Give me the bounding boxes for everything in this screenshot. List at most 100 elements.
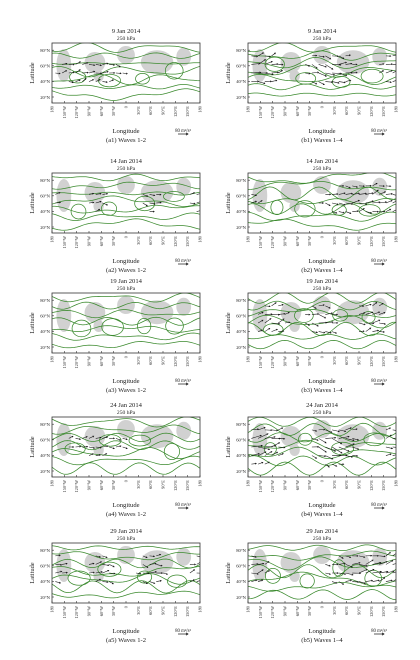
contour-line xyxy=(52,551,200,561)
flux-arrow xyxy=(271,52,276,57)
flux-arrow xyxy=(109,64,115,66)
x-tick-label: 150°E xyxy=(381,106,386,117)
x-tick-label: 120°W xyxy=(74,235,79,248)
panel-date: 9 Jan 2014 xyxy=(112,28,141,35)
flux-arrowhead xyxy=(278,322,281,325)
flux-arrowhead xyxy=(58,554,61,557)
contour-line xyxy=(248,218,396,231)
flux-arrow xyxy=(251,55,258,57)
y-tick-label: 40°N xyxy=(236,79,246,84)
x-tick-label: 30°W xyxy=(111,105,116,116)
flux-arrow xyxy=(88,446,95,449)
flux-arrow xyxy=(325,572,331,575)
flux-arrowhead xyxy=(365,569,368,571)
flux-arrowhead xyxy=(400,437,401,438)
flux-arrowhead xyxy=(316,439,319,441)
flux-arrowhead xyxy=(382,185,385,187)
flux-arrowhead xyxy=(194,563,197,566)
x-tick-label: 90°W xyxy=(283,355,288,366)
flux-arrowhead xyxy=(397,195,398,196)
x-tick-label: 180 xyxy=(246,355,251,362)
flux-arrow xyxy=(109,572,115,574)
flux-arrow xyxy=(284,312,290,315)
flux-arrowhead xyxy=(392,570,395,573)
y-axis-title: Latitude xyxy=(225,436,232,457)
flux-arrowhead xyxy=(264,451,267,454)
contour-line xyxy=(248,455,396,467)
flux-arrow xyxy=(258,329,263,332)
flux-arrowhead xyxy=(99,578,102,581)
flux-arrowhead xyxy=(192,579,195,582)
flux-arrow xyxy=(115,64,121,67)
x-tick-label: 90°E xyxy=(161,606,166,615)
contour-cell xyxy=(128,434,152,447)
contour-lines xyxy=(248,43,396,97)
land-patch xyxy=(117,546,135,564)
flux-arrow xyxy=(385,81,392,83)
flux-arrowhead xyxy=(85,436,88,438)
flux-arrowhead xyxy=(159,553,162,556)
panel-date: 24 Jan 2014 xyxy=(110,402,143,409)
flux-vectors xyxy=(55,61,128,84)
x-tick-label: 90°E xyxy=(357,356,362,365)
flux-arrow xyxy=(392,553,396,557)
flux-arrow xyxy=(109,581,114,585)
x-tick-label: 30°W xyxy=(307,355,312,366)
flux-arrowhead xyxy=(71,81,74,84)
x-tick-label: 120°E xyxy=(173,356,178,367)
flux-arrow xyxy=(345,54,351,57)
x-tick-label: 60°W xyxy=(295,479,300,490)
flux-arrowhead xyxy=(106,581,109,583)
x-axis-title: Longitude xyxy=(308,628,335,635)
land-patch xyxy=(140,550,174,575)
reference-vector: 80 m²/s² xyxy=(371,628,387,636)
flux-arrowhead xyxy=(351,202,354,205)
flux-arrowhead xyxy=(362,305,365,307)
flux-arrowhead xyxy=(282,330,285,333)
flux-arrowhead xyxy=(65,562,68,565)
reference-arrowhead xyxy=(381,632,385,636)
x-tick-label: 30°E xyxy=(332,356,337,365)
flux-arrowhead xyxy=(352,439,355,442)
flux-arrowhead xyxy=(202,573,203,574)
x-tick-label: 180 xyxy=(198,355,203,362)
plot-area xyxy=(248,543,396,603)
land-shading xyxy=(56,546,192,582)
flux-arrowhead xyxy=(118,65,121,68)
flux-arrowhead xyxy=(93,64,96,66)
reference-arrowhead xyxy=(381,506,385,510)
x-tick-label: 150°W xyxy=(258,355,263,368)
reference-vector-label: 80 m²/s² xyxy=(175,128,191,134)
y-tick-label: 20°N xyxy=(40,225,50,230)
flux-arrow xyxy=(82,78,87,82)
land-patch xyxy=(117,296,135,314)
flux-arrow xyxy=(149,202,156,205)
flux-arrowhead xyxy=(383,577,386,580)
x-tick-label: 30°W xyxy=(307,605,312,616)
flux-arrow xyxy=(162,572,168,575)
x-tick-label: 30°E xyxy=(136,236,141,245)
flux-arrow xyxy=(55,571,62,574)
land-patch xyxy=(176,547,192,566)
flux-arrowhead xyxy=(72,446,75,448)
flux-arrowhead xyxy=(125,447,128,450)
flux-arrow xyxy=(102,193,108,195)
flux-arrowhead xyxy=(347,435,350,438)
flux-arrow xyxy=(338,55,345,59)
x-tick-label: 30°W xyxy=(307,479,312,490)
flux-arrowhead xyxy=(357,438,360,441)
y-tick-label: 20°N xyxy=(236,345,246,350)
flux-arrowhead xyxy=(330,431,333,433)
x-tick-label: 90°W xyxy=(283,235,288,246)
flux-arrowhead xyxy=(328,306,331,309)
y-tick-label: 40°N xyxy=(236,453,246,458)
flux-arrowhead xyxy=(397,54,398,55)
land-patch xyxy=(176,177,192,196)
flux-arrow xyxy=(345,202,353,205)
flux-arrowhead xyxy=(78,69,81,72)
flux-arrowhead xyxy=(100,64,102,67)
y-tick-label: 60°N xyxy=(236,314,246,319)
flux-arrow xyxy=(88,202,94,204)
flux-arrow xyxy=(379,63,384,65)
flux-arrowhead xyxy=(375,183,378,185)
